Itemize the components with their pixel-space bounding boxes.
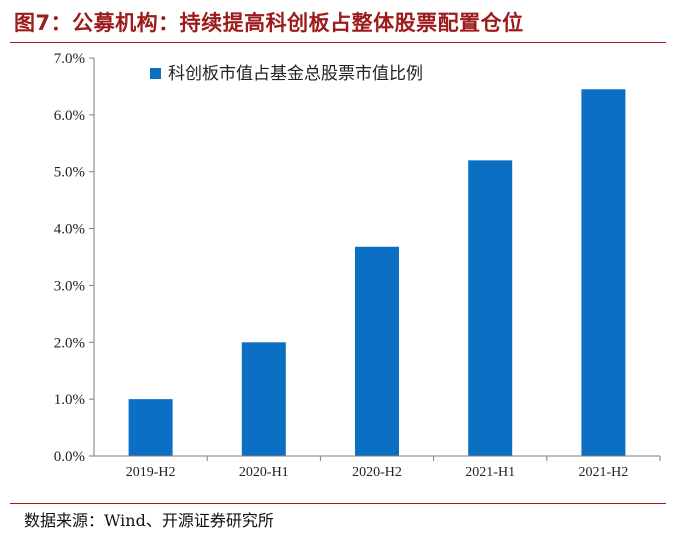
y-tick-label: 3.0%	[54, 278, 85, 294]
y-tick-label: 7.0%	[54, 51, 85, 67]
figure-title: 图7：公募机构：持续提高科创板占整体股票配置仓位	[14, 11, 524, 35]
y-tick-label: 6.0%	[54, 108, 85, 124]
x-tick-label: 2020-H1	[239, 465, 289, 480]
bar-2020-H2	[355, 246, 399, 456]
y-tick-label: 1.0%	[54, 392, 85, 408]
legend: 科创板市值占基金总股票市值比例	[150, 64, 423, 84]
y-axis-ticks: 0.0% 1.0% 2.0% 3.0% 4.0% 5.0% 6.0% 7.0%	[54, 51, 94, 465]
bar-series	[128, 89, 626, 456]
x-tick-label: 2021-H2	[579, 465, 629, 480]
title-divider	[10, 42, 666, 43]
bar-2019-H2	[128, 399, 173, 456]
legend-label: 科创板市值占基金总股票市值比例	[168, 64, 423, 84]
bar-2021-H1	[468, 160, 513, 456]
source-divider	[10, 503, 666, 504]
x-tick-label: 2019-H2	[126, 465, 176, 480]
x-tick-label: 2020-H2	[352, 465, 402, 480]
y-tick-label: 0.0%	[54, 449, 85, 465]
legend-swatch	[150, 68, 161, 79]
bar-chart: 0.0% 1.0% 2.0% 3.0% 4.0% 5.0% 6.0% 7.0% 2019-H2…	[54, 51, 661, 480]
y-tick-label: 5.0%	[54, 165, 85, 181]
y-tick-label: 4.0%	[54, 222, 85, 238]
y-tick-label: 2.0%	[54, 335, 85, 351]
x-axis-ticks: 2019-H2 2020-H1 2020-H2 2021-H1 2021-H2	[126, 456, 661, 480]
x-tick-label: 2021-H1	[465, 465, 515, 480]
bar-2021-H2	[581, 89, 626, 456]
bar-2020-H1	[241, 342, 286, 456]
source-note: 数据来源：Wind、开源证券研究所	[24, 511, 274, 530]
